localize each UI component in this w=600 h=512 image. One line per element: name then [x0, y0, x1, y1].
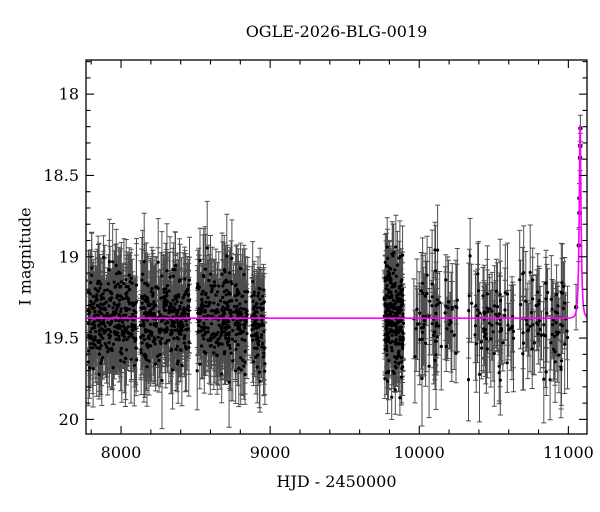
model-curve	[86, 124, 587, 320]
x-axis-label: HJD - 2450000	[276, 472, 397, 491]
x-tick-label: 8000	[101, 443, 142, 462]
x-tick-label: 11000	[543, 443, 594, 462]
y-tick-labels: 18 18.5 19 19.5 20	[43, 85, 79, 429]
axis-frame	[85, 59, 588, 435]
chart-title: OGLE-2026-BLG-0019	[245, 22, 428, 41]
x-tick-labels: 8000 9000 10000 11000	[101, 443, 594, 462]
error-bars-layer	[86, 114, 583, 430]
y-tick-label: 20	[59, 410, 79, 429]
x-tick-label: 9000	[250, 443, 291, 462]
y-tick-label: 19.5	[43, 329, 79, 348]
y-tick-label: 18	[59, 85, 79, 104]
y-tick-label: 19	[59, 247, 79, 266]
y-tick-label: 18.5	[43, 166, 79, 185]
model-curve-layer	[86, 124, 587, 320]
x-tick-label: 10000	[394, 443, 445, 462]
